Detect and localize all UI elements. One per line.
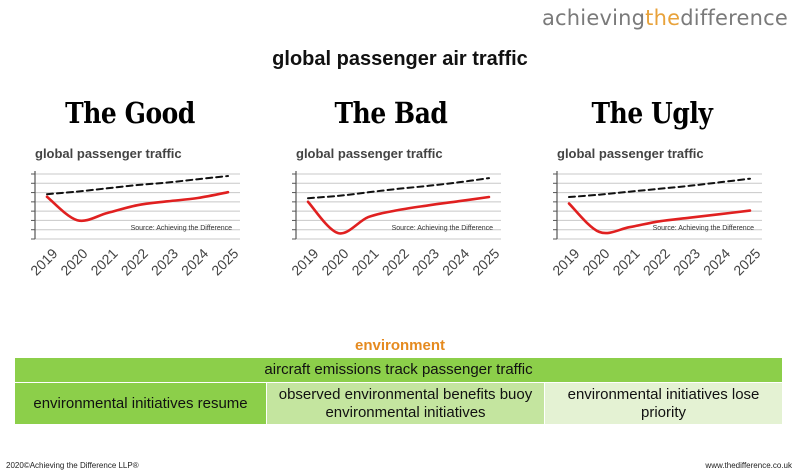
- x-tick-label: 2019: [288, 245, 321, 278]
- x-tick-label: 2023: [148, 245, 181, 278]
- environment-outcome-good: environmental initiatives resume: [15, 383, 266, 424]
- x-tick-label: 2019: [549, 245, 582, 278]
- panel-heading: The Ugly: [591, 96, 713, 130]
- series-line-dashed: [46, 175, 229, 196]
- x-tick-label: 2020: [57, 245, 90, 278]
- series-line-red: [306, 195, 491, 235]
- x-tick-label: 2025: [730, 245, 763, 278]
- x-tick-label: 2024: [439, 245, 472, 278]
- x-tick-label: 2024: [178, 245, 211, 278]
- series-line-dashed: [568, 177, 751, 198]
- chart-title: global passenger traffic: [557, 146, 704, 161]
- x-tick-label: 2023: [409, 245, 442, 278]
- line-chart: global passenger traffic Source: Achievin…: [27, 146, 241, 279]
- series-line-red: [45, 190, 230, 223]
- environment-heading: environment: [354, 337, 445, 354]
- page-title: global passenger air traffic: [272, 48, 528, 70]
- series-line-red: [567, 202, 752, 235]
- x-tick-label: 2025: [469, 245, 502, 278]
- chart-title: global passenger traffic: [35, 146, 182, 161]
- x-tick-label: 2019: [27, 245, 60, 278]
- x-tick-label: 2020: [579, 245, 612, 278]
- chart-title: global passenger traffic: [296, 146, 443, 161]
- x-tick-label: 2022: [640, 245, 673, 278]
- line-chart: global passenger traffic Source: Achievin…: [288, 146, 502, 279]
- panel-heading: The Good: [65, 96, 195, 130]
- panel-heading: The Bad: [334, 96, 448, 130]
- website-footer: www.thedifference.co.uk: [705, 461, 792, 470]
- line-chart: global passenger traffic Source: Achievin…: [549, 146, 763, 279]
- chart-panel-ugly: The Ugly global passenger traffic Source:…: [527, 96, 777, 301]
- x-tick-label: 2022: [118, 245, 151, 278]
- logo-part-achieving: achieving: [541, 6, 646, 30]
- source-annotation: Source: Achieving the Difference: [392, 225, 494, 232]
- environment-outcome-ugly: environmental initiatives lose priority: [545, 383, 782, 424]
- series-line-dashed: [307, 177, 490, 200]
- environment-summary-bar: aircraft emissions track passenger traff…: [15, 358, 782, 382]
- copyright-footer: 2020©Achieving the Difference LLP®: [6, 461, 139, 470]
- logo-part-the: the: [645, 6, 681, 30]
- x-tick-label: 2022: [379, 245, 412, 278]
- brand-logo: achievingthedifference: [542, 6, 788, 30]
- x-tick-label: 2021: [87, 245, 120, 278]
- environment-outcome-bad: observed environmental benefits buoy env…: [267, 383, 544, 424]
- x-tick-label: 2025: [208, 245, 241, 278]
- chart-panel-good: The Good global passenger traffic Source:…: [5, 96, 255, 301]
- source-annotation: Source: Achieving the Difference: [653, 225, 755, 232]
- x-tick-label: 2021: [609, 245, 642, 278]
- chart-panel-bad: The Bad global passenger traffic Source: …: [266, 96, 516, 301]
- x-tick-label: 2024: [700, 245, 733, 278]
- source-annotation: Source: Achieving the Difference: [131, 225, 233, 232]
- logo-part-difference: difference: [680, 6, 788, 30]
- x-tick-label: 2023: [670, 245, 703, 278]
- x-tick-label: 2020: [318, 245, 351, 278]
- x-tick-label: 2021: [348, 245, 381, 278]
